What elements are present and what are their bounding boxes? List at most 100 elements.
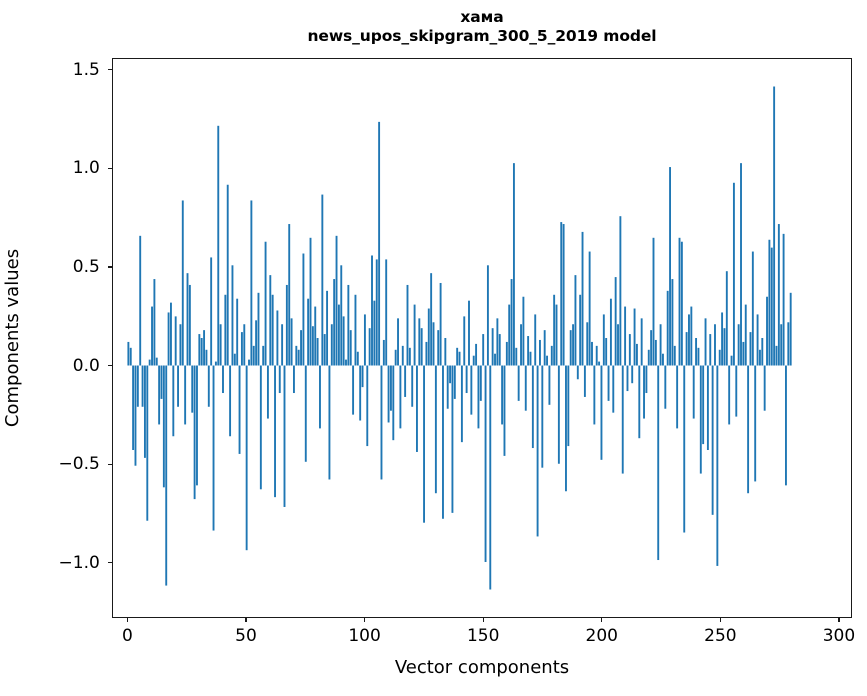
bar [742, 341, 745, 366]
bar [378, 121, 381, 366]
bar [420, 328, 423, 366]
bar [711, 365, 714, 515]
bar [683, 365, 686, 533]
bar [489, 365, 492, 590]
bar [626, 365, 629, 392]
x-tick-mark [126, 618, 128, 623]
bar [659, 324, 662, 366]
bar [638, 365, 641, 439]
bar [141, 365, 144, 407]
bar [541, 365, 544, 468]
bar [243, 324, 246, 366]
bar [373, 300, 376, 366]
bar [146, 365, 149, 521]
bar [496, 318, 499, 366]
bar [416, 365, 418, 452]
bar [437, 330, 440, 366]
y-tick-mark [107, 69, 112, 71]
bar [690, 306, 693, 366]
bar [359, 365, 362, 421]
bar [356, 351, 359, 366]
bar [732, 182, 735, 366]
bar [248, 359, 250, 366]
bar [207, 365, 210, 407]
bar [342, 316, 345, 366]
y-tick-label: −0.5 [58, 454, 100, 475]
bar [550, 345, 553, 366]
bar [780, 324, 783, 366]
bar [512, 163, 515, 366]
bar [515, 347, 518, 366]
y-tick-label: 1.0 [72, 158, 100, 179]
bar [335, 235, 338, 366]
bar [333, 279, 336, 366]
bar [285, 284, 288, 366]
bar [174, 316, 177, 366]
x-tick-mark [838, 618, 840, 623]
bar [432, 322, 435, 366]
bar [777, 224, 780, 366]
bar [392, 365, 395, 441]
x-tick-mark [601, 618, 603, 623]
bar [387, 365, 390, 423]
bar [129, 347, 132, 366]
bar [401, 345, 404, 366]
bar [259, 365, 262, 490]
bar [621, 365, 624, 474]
bar [191, 365, 194, 413]
x-tick-label: 0 [121, 626, 133, 646]
bar [134, 365, 137, 466]
chart-title-line-2: news_upos_skipgram_300_5_2019 model [307, 26, 657, 45]
bar [271, 294, 274, 366]
bar [276, 310, 279, 366]
bar [678, 237, 681, 366]
bar [647, 349, 650, 366]
bar [219, 324, 222, 366]
bar [309, 237, 312, 366]
bar [749, 332, 752, 366]
bar [527, 336, 530, 366]
bar [274, 365, 276, 498]
bar [444, 338, 447, 366]
bar [143, 365, 146, 458]
y-tick-label: −1.0 [58, 552, 100, 573]
bar [340, 265, 343, 366]
bar [579, 294, 582, 366]
bar [179, 324, 182, 366]
bar [567, 365, 570, 447]
bar [619, 216, 622, 366]
bar [747, 365, 750, 494]
bar [761, 338, 764, 366]
bar [536, 365, 539, 537]
plot-axes [112, 58, 852, 618]
bar [574, 275, 577, 366]
bar [773, 86, 776, 366]
bar [326, 290, 329, 366]
bar [605, 338, 608, 366]
bar [442, 365, 444, 519]
bar [196, 365, 198, 486]
bar [640, 318, 643, 366]
bar [262, 345, 265, 366]
bar [744, 304, 747, 366]
bar [654, 339, 657, 366]
bar [737, 324, 740, 366]
bar [184, 365, 187, 425]
bar [212, 365, 215, 531]
bar [200, 338, 203, 366]
bar [598, 361, 601, 366]
bar [602, 314, 605, 366]
bar [406, 284, 409, 366]
bar [723, 328, 726, 366]
bar [226, 184, 229, 366]
bar [375, 259, 378, 366]
bar [529, 351, 532, 366]
bar [404, 365, 407, 397]
bar [706, 365, 709, 450]
bar [181, 200, 184, 366]
bar [278, 365, 281, 394]
bar [657, 365, 660, 561]
bar [363, 314, 366, 366]
bar [676, 365, 679, 429]
bar [624, 306, 627, 366]
